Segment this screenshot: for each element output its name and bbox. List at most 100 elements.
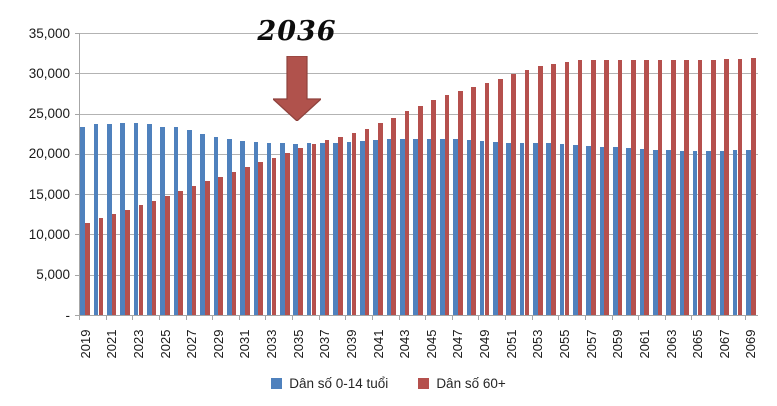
bar <box>320 143 325 315</box>
bar <box>666 150 671 315</box>
bar <box>652 149 658 315</box>
bar <box>293 143 299 315</box>
bar <box>519 143 525 315</box>
bar <box>138 205 144 315</box>
bar <box>378 123 383 315</box>
bar <box>160 126 165 315</box>
bar <box>706 151 711 315</box>
bar <box>391 117 397 315</box>
x-axis-tick-label: 2031 <box>237 329 253 359</box>
legend-item-0-14: Dân số 0-14 tuổi <box>271 376 388 391</box>
bar <box>418 105 423 315</box>
y-axis-tick-label: 30,000 <box>28 65 70 81</box>
bar <box>466 140 472 315</box>
bar <box>732 150 738 315</box>
bar <box>724 59 729 315</box>
x-axis-tick-label: 2049 <box>477 329 493 359</box>
x-axis-tick-label: 2067 <box>716 329 732 359</box>
legend-swatch-blue <box>271 378 283 389</box>
bar <box>186 130 192 315</box>
bar <box>213 136 219 315</box>
x-axis-tick-label: 2035 <box>290 329 306 359</box>
bar <box>506 142 512 315</box>
bar <box>338 136 343 315</box>
bar <box>240 141 245 315</box>
bar <box>245 167 250 315</box>
bar <box>324 140 330 315</box>
bar <box>218 176 223 315</box>
bar <box>351 133 357 315</box>
bar <box>559 144 565 315</box>
bar <box>484 82 490 315</box>
bar <box>577 60 583 315</box>
bar <box>431 99 437 315</box>
bar <box>644 59 650 315</box>
bar <box>599 147 605 315</box>
bar <box>524 70 530 315</box>
bar <box>626 148 631 315</box>
x-axis-tick-label: 2037 <box>317 329 333 359</box>
bar <box>479 141 485 315</box>
bar <box>360 141 365 315</box>
bar <box>93 124 99 315</box>
x-axis-tick-label: 2051 <box>503 329 519 359</box>
bar <box>298 148 303 315</box>
y-axis-tick-label: 15,000 <box>28 186 70 202</box>
bar <box>710 59 716 315</box>
bar <box>679 151 685 315</box>
legend-label-60plus: Dân số 60+ <box>436 376 506 391</box>
y-axis-tick-label: 5,000 <box>36 267 70 283</box>
x-axis-tick-label: 2065 <box>690 329 706 359</box>
bar <box>386 139 392 315</box>
bar <box>133 123 139 315</box>
bar <box>271 157 277 315</box>
bar <box>697 59 703 315</box>
bar <box>151 200 157 315</box>
bar <box>684 59 689 315</box>
bar <box>173 127 179 315</box>
bar <box>458 90 463 315</box>
bar <box>591 59 596 315</box>
bar <box>226 139 232 315</box>
x-axis-tick-label: 2029 <box>210 329 226 359</box>
bar <box>737 58 743 315</box>
bar <box>266 142 272 315</box>
down-arrow-icon <box>273 56 321 121</box>
bar <box>346 142 352 315</box>
x-axis-tick-label: 2047 <box>450 329 466 359</box>
x-axis-tick-label: 2039 <box>343 329 359 359</box>
bar <box>564 61 570 315</box>
x-axis-tick-label: 2057 <box>583 329 599 359</box>
bar <box>147 124 152 315</box>
bar <box>750 58 756 315</box>
x-axis-tick-label: 2025 <box>157 329 173 359</box>
legend-label-0-14: Dân số 0-14 tuổi <box>289 376 389 391</box>
annotation-2036-label: 2036 <box>257 16 337 47</box>
bar <box>231 172 237 315</box>
x-axis-tick-label: 2027 <box>184 329 200 359</box>
bar <box>85 223 90 315</box>
bar <box>413 138 418 315</box>
legend: Dân số 0-14 tuổi Dân số 60+ <box>0 376 777 391</box>
bar <box>191 186 197 315</box>
bar <box>404 111 410 315</box>
bar <box>719 151 725 315</box>
x-axis-tick-label: 2041 <box>370 329 386 359</box>
bar <box>537 66 543 315</box>
bar <box>551 63 556 315</box>
bar <box>639 149 645 315</box>
x-axis-tick-label: 2069 <box>743 329 759 359</box>
bar <box>178 190 184 315</box>
x-axis-tick-label: 2019 <box>77 329 93 359</box>
bar <box>107 124 112 315</box>
bar <box>453 139 458 315</box>
bar <box>657 60 663 315</box>
bar <box>533 143 538 315</box>
legend-item-60plus: Dân số 60+ <box>418 376 506 391</box>
x-axis-tick-label: 2059 <box>610 329 626 359</box>
bar <box>573 145 578 315</box>
x-axis-tick-label: 2021 <box>104 329 120 359</box>
bar <box>444 95 450 315</box>
x-axis-tick-label: 2061 <box>636 329 652 359</box>
